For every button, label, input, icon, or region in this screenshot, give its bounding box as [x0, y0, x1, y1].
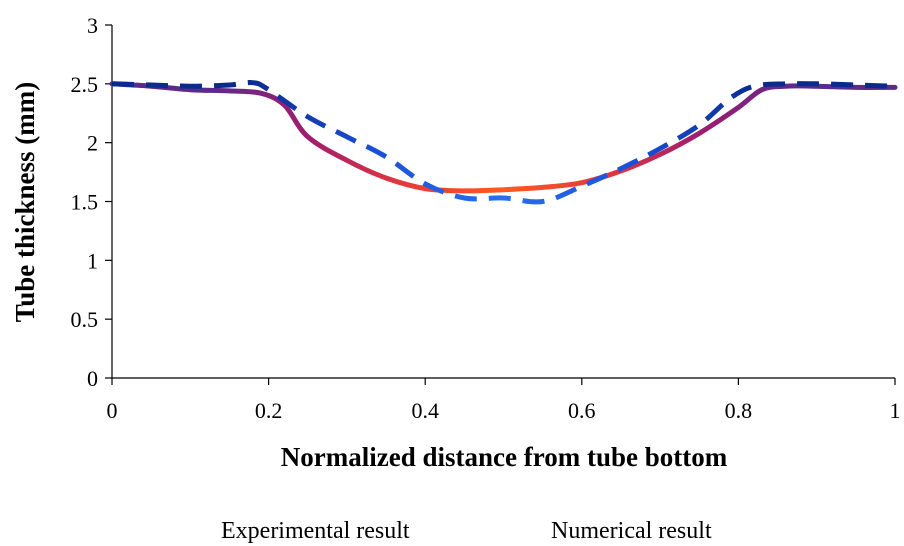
legend-item-experimental: Experimental result [160, 518, 410, 544]
x-tick-label: 0.8 [725, 398, 753, 423]
legend-label-experimental: Experimental result [221, 518, 410, 544]
legend-item-numerical: Numerical result [492, 518, 712, 544]
legend-label-numerical: Numerical result [551, 518, 712, 544]
x-tick-label: 0.4 [411, 398, 439, 423]
y-tick-label: 0 [87, 366, 98, 391]
y-ticks: 0 0.5 1 1.5 2 2.5 3 [71, 13, 112, 391]
y-tick-label: 3 [87, 13, 98, 38]
x-tick-label: 1 [890, 398, 901, 423]
series-line-experimental [109, 81, 898, 194]
plot-area: 0 0.5 1 1.5 2 2.5 3 0 0.2 0.4 0.6 0.8 1 [71, 13, 901, 423]
series-line-numerical [111, 80, 896, 205]
legend: Experimental result Numerical result [160, 518, 712, 544]
y-tick-label: 2.5 [71, 72, 99, 97]
x-axis-title: Normalized distance from tube bottom [281, 442, 728, 472]
x-tick-label: 0 [107, 398, 118, 423]
y-tick-label: 1 [87, 248, 98, 273]
y-axis-title: Tube thickness (mm) [10, 82, 40, 323]
x-tick-label: 0.2 [255, 398, 283, 423]
x-tick-label: 0.6 [568, 398, 596, 423]
y-tick-label: 0.5 [71, 307, 99, 332]
x-ticks: 0 0.2 0.4 0.6 0.8 1 [107, 378, 901, 423]
series-layer [109, 80, 898, 205]
y-tick-label: 1.5 [71, 190, 99, 215]
y-tick-label: 2 [87, 131, 98, 156]
